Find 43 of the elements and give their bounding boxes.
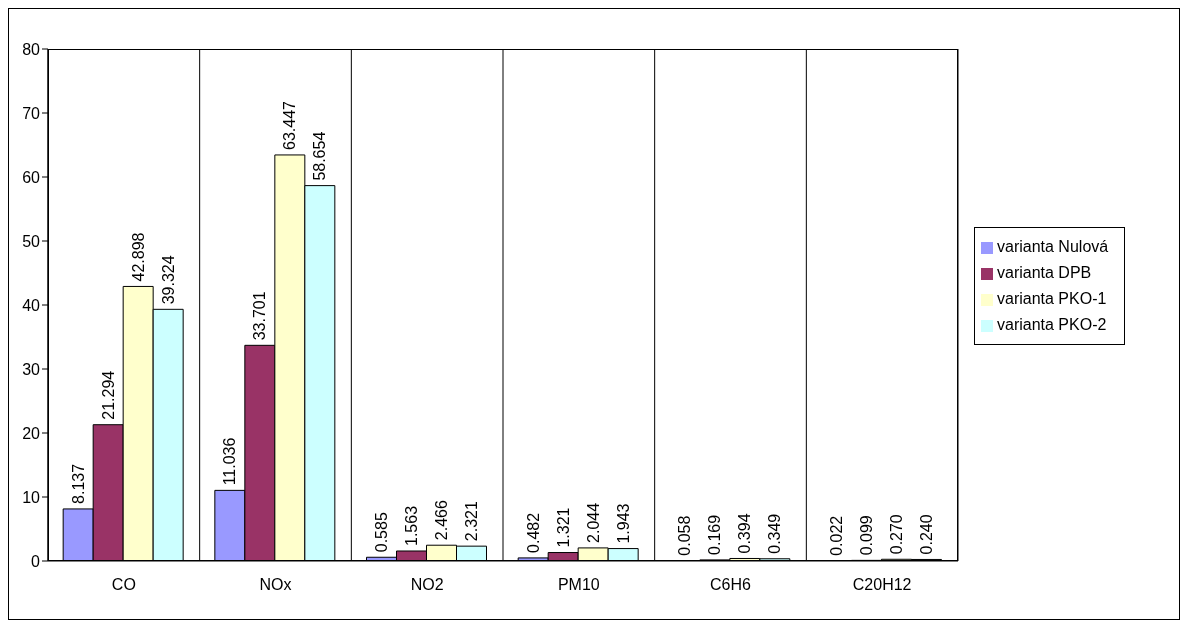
data-label: 33.701 bbox=[251, 291, 269, 341]
x-tick-label: C20H12 bbox=[852, 576, 912, 594]
data-label: 0.270 bbox=[888, 514, 905, 555]
x-tick-label: PM10 bbox=[557, 576, 600, 594]
data-label: 2.321 bbox=[463, 501, 480, 542]
x-tick-label: NOx bbox=[259, 576, 292, 594]
data-label: 42.898 bbox=[129, 232, 147, 282]
data-label: 39.324 bbox=[159, 255, 177, 305]
y-tick-label: 20 bbox=[22, 424, 41, 442]
data-label: 0.099 bbox=[858, 515, 875, 556]
data-label: 8.137 bbox=[69, 463, 87, 504]
data-label: 0.169 bbox=[706, 514, 724, 555]
legend-label: varianta Nulová bbox=[997, 238, 1109, 255]
data-label: 58.654 bbox=[311, 131, 329, 181]
data-label: 0.022 bbox=[828, 515, 845, 556]
data-label: 2.466 bbox=[433, 500, 450, 541]
y-tick-label: 0 bbox=[31, 552, 41, 570]
x-tick-label: C6H6 bbox=[710, 576, 752, 594]
data-label: 21.294 bbox=[99, 370, 117, 420]
y-tick-label: 70 bbox=[22, 104, 41, 122]
y-tick-label: 30 bbox=[22, 360, 41, 378]
y-tick-label: 10 bbox=[22, 488, 41, 506]
data-label: 11.036 bbox=[221, 437, 239, 486]
y-tick-label: 40 bbox=[22, 296, 41, 314]
legend-label: varianta PKO-2 bbox=[997, 316, 1107, 333]
y-tick-label: 60 bbox=[22, 168, 41, 186]
data-label: 2.044 bbox=[584, 502, 602, 543]
data-label: 0.585 bbox=[373, 512, 390, 553]
data-label: 0.394 bbox=[736, 513, 754, 554]
data-label: 1.563 bbox=[403, 505, 420, 546]
data-label: 0.240 bbox=[918, 514, 935, 555]
y-tick-label: 50 bbox=[22, 232, 41, 250]
legend-label: varianta PKO-1 bbox=[997, 290, 1107, 307]
data-label: 0.058 bbox=[676, 515, 694, 556]
data-label: 1.943 bbox=[614, 503, 632, 544]
x-tick-label: NO2 bbox=[410, 576, 444, 594]
x-tick-label: CO bbox=[111, 576, 136, 594]
data-label: 1.321 bbox=[554, 507, 572, 548]
legend-label: varianta DPB bbox=[997, 264, 1092, 281]
data-label: 63.447 bbox=[281, 100, 299, 150]
data-label: 0.482 bbox=[524, 512, 542, 553]
y-tick-label: 80 bbox=[22, 40, 41, 58]
data-label: 0.349 bbox=[766, 513, 784, 554]
